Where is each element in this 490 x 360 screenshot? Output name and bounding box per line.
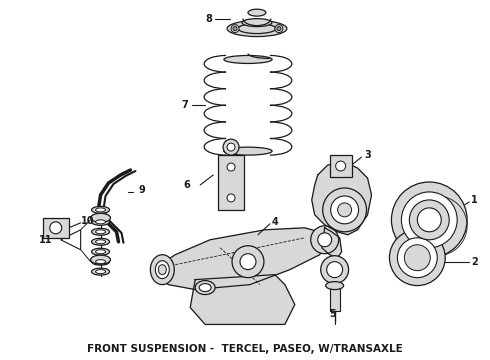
Ellipse shape — [92, 228, 110, 235]
Text: 11: 11 — [39, 235, 53, 245]
Polygon shape — [190, 275, 295, 324]
Circle shape — [223, 139, 239, 155]
Ellipse shape — [96, 250, 105, 254]
Ellipse shape — [155, 261, 169, 279]
Text: FRONT SUSPENSION -  TERCEL, PASEO, W/TRANSAXLE: FRONT SUSPENSION - TERCEL, PASEO, W/TRAN… — [87, 345, 403, 354]
Circle shape — [404, 245, 430, 271]
Circle shape — [277, 27, 281, 31]
Text: 5: 5 — [329, 310, 336, 319]
Ellipse shape — [92, 219, 110, 225]
Polygon shape — [312, 162, 371, 235]
Ellipse shape — [199, 284, 211, 292]
Ellipse shape — [92, 258, 110, 265]
Circle shape — [323, 188, 367, 232]
Circle shape — [231, 24, 239, 32]
Circle shape — [392, 182, 467, 258]
Circle shape — [232, 246, 264, 278]
Bar — [43, 218, 69, 238]
Ellipse shape — [96, 260, 105, 264]
Ellipse shape — [92, 238, 110, 245]
Ellipse shape — [248, 9, 266, 16]
Circle shape — [336, 161, 345, 171]
Circle shape — [321, 256, 348, 284]
Ellipse shape — [96, 270, 105, 274]
Circle shape — [331, 196, 359, 224]
Text: 4: 4 — [272, 217, 279, 227]
Ellipse shape — [224, 55, 272, 63]
Circle shape — [227, 163, 235, 171]
Ellipse shape — [238, 24, 276, 33]
Text: 3: 3 — [365, 150, 371, 160]
Circle shape — [50, 222, 62, 234]
Text: 8: 8 — [205, 14, 212, 24]
Circle shape — [240, 254, 256, 270]
Ellipse shape — [96, 230, 105, 234]
Text: 2: 2 — [471, 257, 478, 267]
Ellipse shape — [92, 248, 110, 255]
Ellipse shape — [195, 280, 215, 294]
Ellipse shape — [96, 240, 105, 244]
Ellipse shape — [91, 213, 111, 222]
Polygon shape — [155, 228, 330, 289]
Ellipse shape — [158, 265, 166, 275]
Circle shape — [409, 200, 449, 240]
Bar — [330, 155, 352, 177]
Ellipse shape — [326, 282, 343, 289]
Circle shape — [227, 143, 235, 151]
Ellipse shape — [91, 255, 111, 264]
Ellipse shape — [92, 206, 110, 213]
Circle shape — [275, 24, 283, 32]
Circle shape — [390, 230, 445, 285]
Polygon shape — [322, 228, 342, 258]
Circle shape — [401, 192, 457, 248]
Text: 9: 9 — [138, 185, 145, 195]
Circle shape — [327, 262, 343, 278]
Text: 10: 10 — [81, 216, 94, 226]
Bar — [330, 282, 340, 311]
Text: 1: 1 — [471, 195, 478, 205]
Bar — [218, 155, 244, 210]
Ellipse shape — [96, 208, 105, 212]
Ellipse shape — [150, 255, 174, 285]
Ellipse shape — [96, 220, 105, 224]
Text: 7: 7 — [181, 100, 188, 110]
Ellipse shape — [227, 21, 287, 37]
Circle shape — [397, 238, 437, 278]
Circle shape — [233, 27, 237, 31]
Ellipse shape — [224, 147, 272, 155]
Circle shape — [311, 226, 339, 254]
Circle shape — [318, 233, 332, 247]
Ellipse shape — [92, 268, 110, 275]
Circle shape — [227, 194, 235, 202]
Ellipse shape — [242, 19, 272, 27]
Text: 6: 6 — [183, 180, 190, 190]
Circle shape — [417, 208, 441, 232]
Circle shape — [338, 203, 352, 217]
